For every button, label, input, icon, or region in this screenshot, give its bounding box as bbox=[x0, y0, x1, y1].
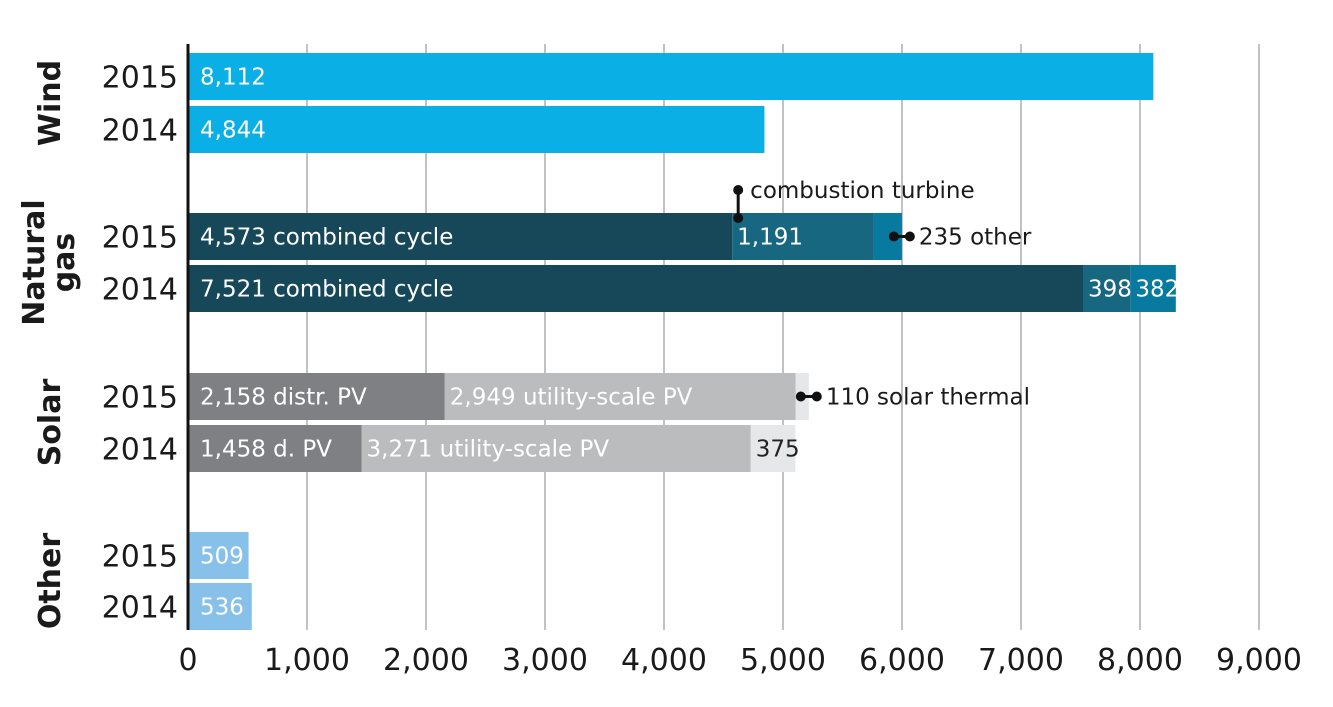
bar-segment bbox=[1082, 265, 1131, 312]
bar-segment bbox=[444, 373, 796, 420]
bar-value-label: 2,949 utility-scale PV bbox=[450, 385, 693, 411]
annotation-label: 235 other bbox=[919, 225, 1032, 251]
x-tick-label: 6,000 bbox=[859, 643, 945, 678]
group-label: Other bbox=[33, 533, 68, 630]
group-label: Solar bbox=[33, 379, 68, 467]
bar-segment bbox=[732, 213, 874, 260]
bar-segment bbox=[188, 213, 733, 260]
group-label-line: gas bbox=[47, 233, 82, 293]
bar-segment bbox=[188, 532, 249, 579]
bar-segment bbox=[750, 425, 796, 472]
year-label: 2014 bbox=[102, 114, 178, 149]
bar-value-label: 2,158 distr. PV bbox=[200, 385, 367, 411]
bar-value-label: 1,191 bbox=[737, 225, 803, 251]
x-axis-ticks: 0 1,000 2,000 3,000 4,000 5,000 6,000 7,000 8,00… bbox=[178, 643, 1301, 678]
bar-value-label: 4,844 bbox=[200, 118, 266, 144]
x-tick-label: 9,000 bbox=[1216, 643, 1302, 678]
x-tick-label: 8,000 bbox=[1097, 643, 1183, 678]
bar-value-label: 536 bbox=[200, 595, 244, 621]
year-label: 2015 bbox=[102, 381, 178, 416]
bar-value-label: 4,573 combined cycle bbox=[200, 225, 453, 251]
callout-dot bbox=[733, 213, 744, 223]
callout-dot bbox=[811, 391, 822, 402]
callout-dot bbox=[733, 185, 744, 195]
bar-segment bbox=[188, 265, 1083, 312]
group-label-line: Wind bbox=[33, 60, 68, 146]
bar-segment bbox=[188, 106, 765, 153]
year-label: 2014 bbox=[102, 591, 178, 626]
bar-value-label: 509 bbox=[200, 544, 244, 570]
y-axis-labels: 2015 2014 Wind 2015 2014 Naturalgas 2015 2014 So… bbox=[17, 60, 178, 629]
x-tick-label: 0 bbox=[178, 643, 197, 678]
bar-segment bbox=[361, 425, 751, 472]
year-label: 2015 bbox=[102, 61, 178, 96]
bar-segment bbox=[188, 373, 445, 420]
year-label: 2015 bbox=[102, 221, 178, 256]
group-label: Naturalgas bbox=[17, 199, 82, 325]
bar-segment bbox=[188, 425, 362, 472]
x-tick-label: 5,000 bbox=[740, 643, 826, 678]
bar-segment bbox=[188, 583, 252, 630]
bars bbox=[188, 53, 1176, 630]
year-label: 2015 bbox=[102, 540, 178, 575]
x-tick-label: 7,000 bbox=[978, 643, 1064, 678]
x-tick-label: 4,000 bbox=[621, 643, 707, 678]
annotations: combustion turbine 235 other 110 solar the… bbox=[733, 178, 1032, 411]
bar-value-label: 398 bbox=[1088, 277, 1132, 303]
bar-segment bbox=[188, 53, 1154, 100]
bar-value-label: 3,271 utility-scale PV bbox=[367, 437, 610, 463]
annotation-label: 110 solar thermal bbox=[826, 385, 1030, 411]
x-tick-label: 2,000 bbox=[383, 643, 469, 678]
bar-labels: 8,112 4,844 4,573 combined cycle 1,191 7,521… bbox=[200, 65, 1179, 621]
callout-dot bbox=[904, 231, 915, 242]
group-label: Wind bbox=[33, 60, 68, 146]
year-label: 2014 bbox=[102, 433, 178, 468]
annotation-label: combustion turbine bbox=[750, 178, 974, 204]
bar-segment bbox=[1130, 265, 1176, 312]
callout-dot bbox=[888, 231, 899, 242]
x-tick-label: 1,000 bbox=[264, 643, 350, 678]
bar-value-label: 375 bbox=[756, 437, 800, 463]
callout-dot bbox=[795, 391, 806, 402]
x-tick-label: 3,000 bbox=[502, 643, 588, 678]
group-label-line: Other bbox=[33, 533, 68, 630]
group-label-line: Solar bbox=[33, 379, 68, 467]
bar-value-label: 382 bbox=[1135, 277, 1179, 303]
group-label-line: Natural bbox=[17, 199, 52, 325]
bar-value-label: 7,521 combined cycle bbox=[200, 277, 453, 303]
bar-value-label: 8,112 bbox=[200, 65, 266, 91]
year-label: 2014 bbox=[102, 273, 178, 308]
bar-value-label: 1,458 d. PV bbox=[200, 437, 332, 463]
